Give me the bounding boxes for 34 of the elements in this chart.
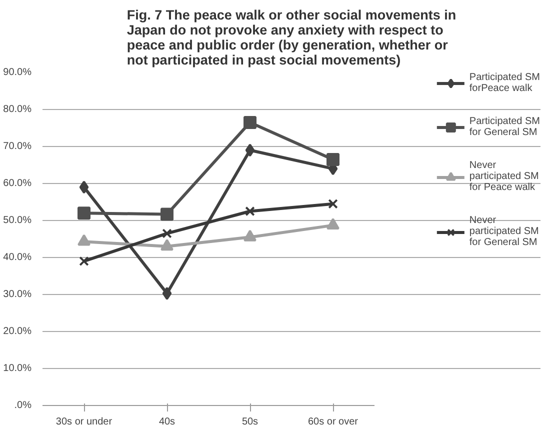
y-tick-label: 80.0% [3,104,32,115]
point [78,206,90,220]
point [328,198,338,209]
legend-label: Never participated SM for Peace walk [469,160,539,193]
y-tick-label: 20.0% [3,326,32,337]
y-tick-label: .0% [14,400,32,411]
point [162,228,172,238]
y-tick-label: 10.0% [3,363,32,374]
y-tick-label: 70.0% [3,141,32,152]
x-tick-label: 40s [158,416,176,428]
y-tick-label: 90.0% [3,67,32,78]
point [79,180,89,194]
y-tick-label: 60.0% [3,178,32,189]
x-tick-label: 60s or over [308,416,359,428]
x-tick-label: 30s or under [56,416,113,428]
point [79,256,89,266]
point [244,116,256,129]
point [245,144,255,157]
point [326,152,340,166]
y-tick-label: 50.0% [3,215,32,226]
point [326,218,340,230]
x-tick-label: 50s [242,416,258,428]
point [160,239,174,251]
legend-label: Participated SM forPeace walk [469,72,540,94]
point [244,230,256,242]
y-tick-label: 30.0% [3,289,32,300]
point [245,206,255,216]
point [162,286,172,300]
point [78,234,90,246]
legend-label: Never participated SM for General SM [469,215,539,248]
chart-title: Fig. 7 The peace walk or other social movements in Japan do not provoke any anxiety with respect to peace and public order (by generation, whether or not participated in past social movements) [126,8,456,68]
y-tick-label: 40.0% [3,252,32,263]
legend-label: Participated SM for General SM [469,116,540,138]
point [160,208,174,221]
